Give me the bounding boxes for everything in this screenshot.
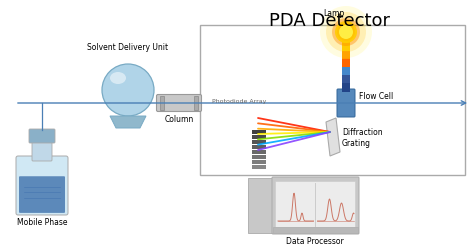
FancyBboxPatch shape bbox=[32, 139, 52, 161]
Bar bbox=[194, 96, 198, 110]
Ellipse shape bbox=[326, 12, 366, 52]
Bar bbox=[342, 59, 350, 68]
Text: Solvent Delivery Unit: Solvent Delivery Unit bbox=[87, 43, 169, 52]
Ellipse shape bbox=[102, 64, 154, 116]
Bar bbox=[252, 165, 266, 169]
Text: PDA Detector: PDA Detector bbox=[270, 12, 391, 30]
Text: Flow Cell: Flow Cell bbox=[359, 92, 393, 101]
Bar bbox=[248, 178, 273, 233]
Ellipse shape bbox=[335, 21, 357, 43]
FancyBboxPatch shape bbox=[29, 129, 55, 143]
FancyBboxPatch shape bbox=[19, 176, 65, 213]
Ellipse shape bbox=[337, 23, 355, 41]
Ellipse shape bbox=[320, 6, 372, 58]
Text: Mobile Phase: Mobile Phase bbox=[17, 218, 67, 227]
Bar bbox=[342, 75, 350, 84]
Bar bbox=[342, 51, 350, 60]
FancyBboxPatch shape bbox=[16, 156, 68, 215]
Ellipse shape bbox=[339, 25, 353, 39]
Ellipse shape bbox=[332, 18, 360, 46]
Text: Data Processor: Data Processor bbox=[286, 237, 344, 246]
Text: Photodiode Array: Photodiode Array bbox=[212, 100, 266, 105]
Polygon shape bbox=[326, 118, 340, 156]
Bar bbox=[160, 96, 164, 110]
Bar bbox=[252, 135, 266, 139]
Bar bbox=[342, 43, 350, 52]
Ellipse shape bbox=[110, 72, 126, 84]
Text: Diffraction
Grating: Diffraction Grating bbox=[342, 128, 383, 148]
FancyBboxPatch shape bbox=[275, 181, 356, 228]
Bar bbox=[252, 145, 266, 149]
FancyBboxPatch shape bbox=[337, 89, 355, 117]
Bar bbox=[252, 130, 266, 134]
Bar bbox=[342, 83, 350, 92]
Bar bbox=[252, 155, 266, 159]
Bar bbox=[273, 227, 358, 233]
FancyBboxPatch shape bbox=[156, 94, 201, 111]
Bar bbox=[252, 140, 266, 144]
Bar bbox=[252, 160, 266, 164]
Bar bbox=[342, 35, 350, 44]
Bar bbox=[200, 25, 465, 175]
Text: Lamp: Lamp bbox=[323, 9, 345, 18]
Bar bbox=[342, 67, 350, 76]
Polygon shape bbox=[110, 116, 146, 128]
FancyBboxPatch shape bbox=[272, 177, 359, 234]
Text: Column: Column bbox=[164, 115, 193, 124]
Bar bbox=[252, 150, 266, 154]
